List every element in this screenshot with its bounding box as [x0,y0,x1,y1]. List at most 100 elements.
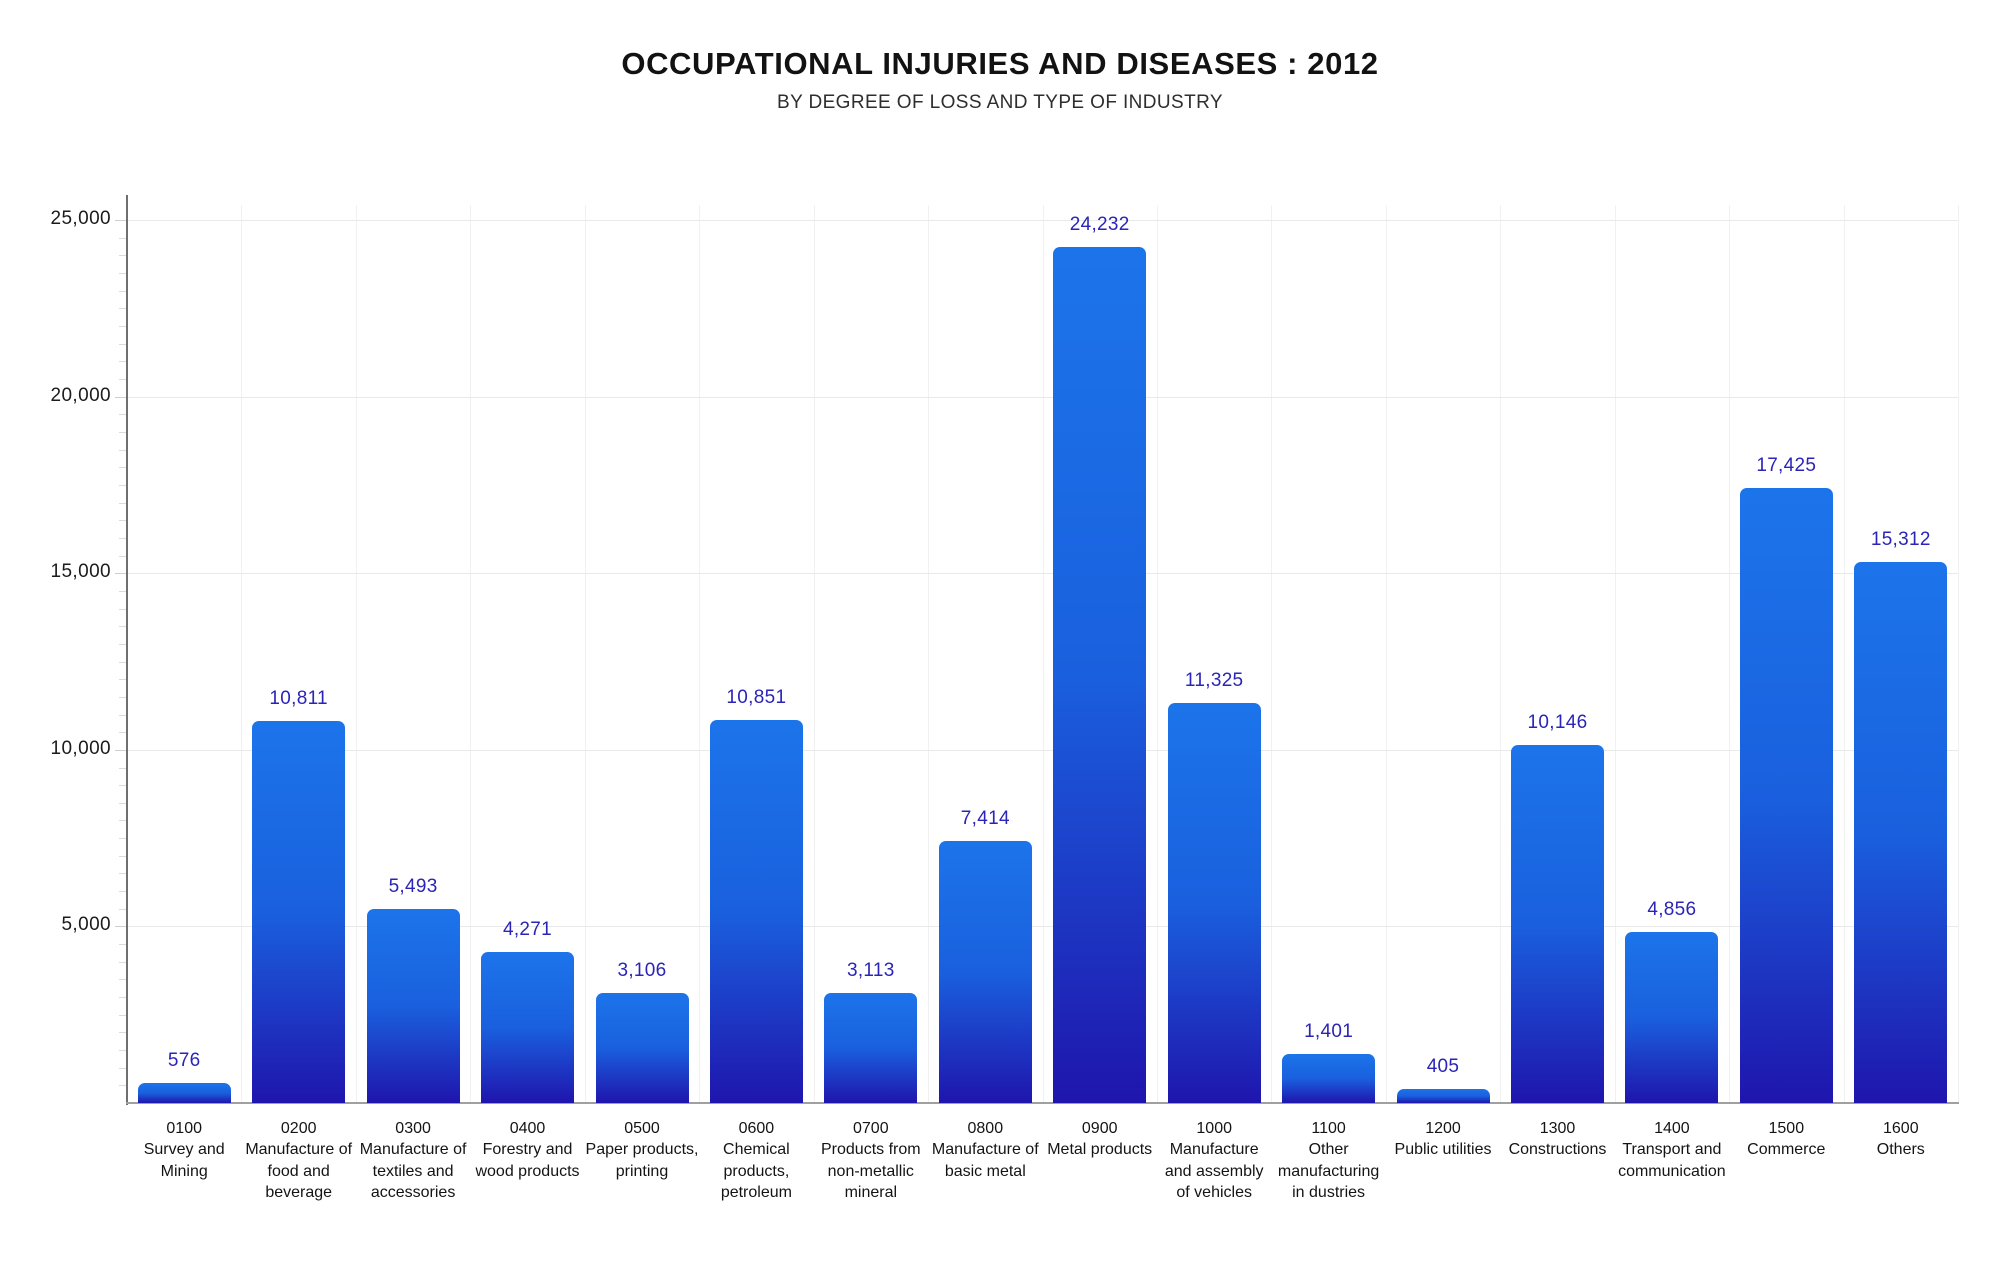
bar-1200 [1396,1088,1490,1103]
x-axis-label-code: 1300 [1539,1120,1576,1137]
bar-value-label: 4,856 [1647,898,1697,920]
x-axis-label-name: Manufacture of basic metal [931,1141,1039,1180]
bar-value-label: 576 [167,1049,201,1071]
x-axis-label-name: Manufacture of textiles and accessories [359,1141,467,1202]
y-axis-minor-tick [119,414,127,416]
x-axis-label-name: Metal products [1047,1141,1153,1159]
x-axis-label-code: 0500 [624,1120,660,1137]
x-axis-label: 0900 Metal products [1042,1118,1158,1161]
y-axis-minor-tick [119,290,127,292]
y-axis-minor-tick [119,520,127,522]
x-axis-label-name: Products from non-metallic mineral [821,1141,921,1202]
y-axis-minor-tick [119,1067,127,1069]
bar-0200 [252,721,346,1103]
y-axis-minor-tick [119,802,127,804]
x-axis-label-name: Manufacture of food and beverage [245,1141,353,1202]
x-axis-label-code: 0900 [1081,1120,1118,1137]
x-axis-label: 0200 Manufacture of food and beverage [241,1118,357,1204]
vertical-gridline [1614,205,1616,1103]
y-axis-minor-tick [119,855,127,857]
y-axis-minor-tick [119,502,127,504]
y-axis-minor-tick [119,908,127,910]
vertical-gridline [1958,205,1959,1103]
x-axis-label: 0300 Manufacture of textiles and accessor… [355,1118,471,1204]
y-axis-minor-tick [119,838,127,840]
bar-value-label: 5,493 [388,876,438,897]
x-axis-label: 0400 Forestry and wood products [470,1118,586,1182]
x-axis-label: 0800 Manufacture of basic metal [927,1118,1043,1182]
bar-value-label: 405 [1426,1055,1460,1077]
x-axis-line [126,1102,1959,1104]
x-axis-label-name: Survey and Mining [143,1141,225,1180]
vertical-gridline [355,205,357,1103]
y-axis-minor-tick [119,361,127,363]
y-axis-minor-tick [119,237,127,239]
bar-value-label: 17,425 [1756,454,1817,476]
y-axis-minor-tick [119,467,127,469]
y-axis-minor-tick [119,449,127,451]
vertical-gridline [1385,205,1387,1103]
bar-value-label: 4,271 [502,919,553,941]
x-axis-label-code: 0600 [738,1120,775,1137]
chart-subtitle: BY DEGREE OF LOSS AND TYPE OF INDUSTRY [777,92,1223,113]
bar-1100 [1282,1053,1376,1103]
bar-value-label: 15,312 [1870,529,1931,551]
x-axis-label: 0100 Survey and Mining [126,1118,242,1182]
y-axis-major-tick [115,926,127,928]
y-axis-major-tick [115,220,127,221]
y-axis-label: 5,000 [61,914,111,936]
x-axis-label-name: Other manufacturing in dustries [1277,1141,1380,1202]
y-axis-major-tick [115,573,127,575]
y-axis-minor-tick [119,1050,127,1051]
bar-0800 [938,841,1032,1103]
bar-0500 [595,993,689,1103]
x-axis-label-name: Manufacture and assembly of vehicles [1164,1141,1264,1202]
bar-1300 [1511,744,1604,1103]
horizontal-gridline [127,749,1958,751]
horizontal-gridline [127,396,1958,398]
bar-0300 [366,909,460,1103]
bar-value-label: 24,232 [1069,214,1130,236]
x-axis-label-code: 0100 [166,1120,202,1137]
y-axis-minor-tick [119,308,127,310]
y-axis-label: 15,000 [50,561,111,583]
vertical-gridline [470,205,472,1103]
x-axis-label-code: 1600 [1883,1120,1919,1137]
y-axis-minor-tick [119,555,127,557]
y-axis-minor-tick [119,732,127,734]
y-axis-minor-tick [119,343,127,345]
vertical-gridline [1729,205,1731,1103]
y-axis-minor-tick [119,537,127,539]
x-axis-label: 0600 Chemical products, petroleum [698,1118,814,1204]
horizontal-gridline [127,573,1958,575]
chart-title: OCCUPATIONAL INJURIES AND DISEASES : 201… [621,46,1379,81]
y-axis-minor-tick [119,873,127,875]
bar-1500 [1739,487,1833,1103]
bar-value-label: 3,113 [846,960,895,981]
x-axis-label-code: 0800 [967,1120,1004,1137]
x-axis-label: 1300 Constructions [1500,1118,1616,1161]
y-axis-minor-tick [119,820,127,822]
y-axis-minor-tick [119,255,127,257]
vertical-gridline [241,205,243,1103]
vertical-gridline [1042,205,1044,1103]
x-axis-label-code: 1100 [1311,1120,1346,1137]
x-axis-label-code: 1500 [1768,1120,1805,1137]
vertical-gridline [699,205,701,1103]
y-axis-minor-tick [119,1014,127,1016]
x-axis-label-code: 0300 [395,1120,431,1137]
y-axis-minor-tick [119,1032,127,1034]
y-axis-minor-tick [119,891,127,893]
y-axis-minor-tick [119,590,127,592]
y-axis-minor-tick [119,785,127,787]
y-axis-minor-tick [119,326,127,327]
y-axis-minor-tick [119,661,127,663]
y-axis-minor-tick [119,767,127,769]
y-axis-minor-tick [119,643,127,645]
x-axis-label-name: Transport and communication [1618,1141,1726,1180]
y-axis-label: 10,000 [50,737,111,759]
x-axis-label: 1100 Other manufacturing in dustries [1271,1118,1387,1204]
x-axis-label: 1200 Public utilities [1385,1118,1501,1161]
